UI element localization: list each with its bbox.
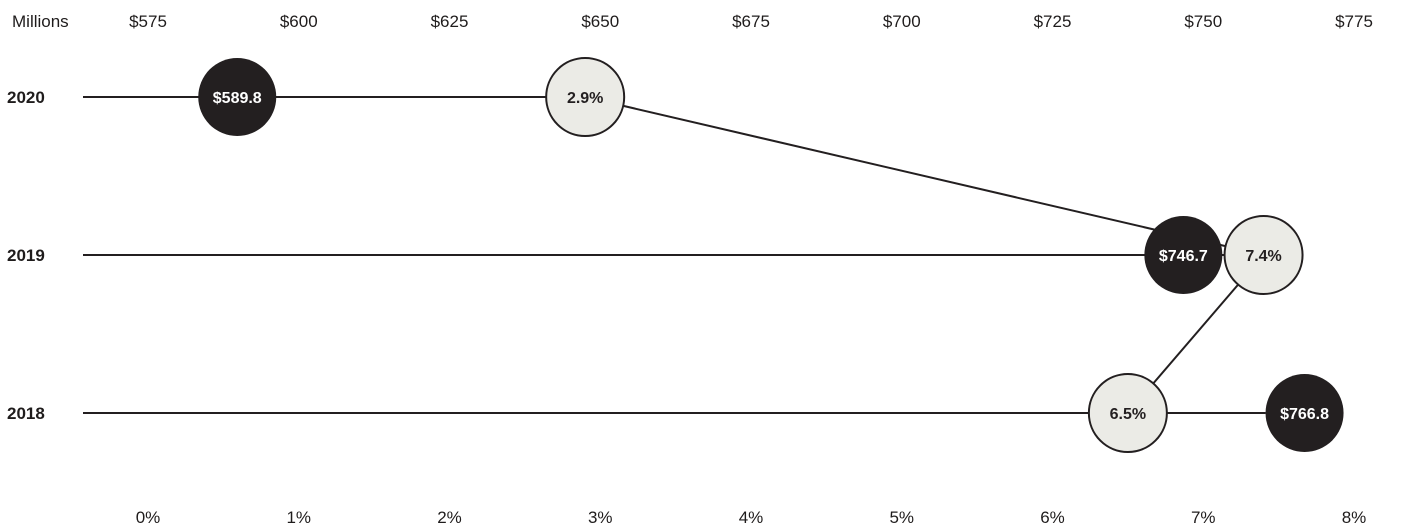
bottom-axis-tick-label: 7% xyxy=(1191,508,1216,527)
bottom-axis-tick-label: 0% xyxy=(136,508,161,527)
year-label: 2020 xyxy=(7,88,45,107)
percent-bubble-label: 2.9% xyxy=(567,90,603,107)
bottom-axis-tick-label: 1% xyxy=(286,508,311,527)
top-axis-tick-label: $650 xyxy=(581,12,619,31)
revenue-bubble-label: $746.7 xyxy=(1159,248,1208,265)
revenue-bubble xyxy=(198,58,277,136)
revenue-bubble-label: $589.8 xyxy=(213,90,262,107)
percent-bubble-label: 6.5% xyxy=(1110,406,1146,423)
year-label: 2018 xyxy=(7,404,45,423)
bottom-axis-tick-label: 2% xyxy=(437,508,462,527)
percent-bubble-label: 7.4% xyxy=(1245,248,1281,265)
bottom-axis: 0% 1% 2% 3% 4% 5% 6% 7% 8% xyxy=(136,508,1367,527)
row-lines xyxy=(83,96,1266,414)
top-axis-tick-label: $600 xyxy=(280,12,318,31)
revenue-bubble-label: $766.8 xyxy=(1280,406,1329,423)
revenue-bubble xyxy=(1144,216,1223,294)
top-axis-tick-label: $750 xyxy=(1184,12,1222,31)
top-axis-unit-label: Millions xyxy=(12,12,69,31)
year-label: 2019 xyxy=(7,246,45,265)
top-axis-tick-label: $675 xyxy=(732,12,770,31)
year-labels: 2020 2019 2018 xyxy=(7,88,45,423)
top-axis-tick-label: $575 xyxy=(129,12,167,31)
percent-bubble xyxy=(1223,215,1304,295)
top-axis: Millions $575 $600 $625 $650 $675 $700 $725 $750… xyxy=(12,12,1373,31)
percent-bubble xyxy=(1087,373,1168,453)
top-axis-tick-label: $775 xyxy=(1335,12,1373,31)
percent-connector-line xyxy=(584,96,1264,256)
top-axis-tick-label: $700 xyxy=(883,12,921,31)
top-axis-tick-label: $725 xyxy=(1034,12,1072,31)
bottom-axis-tick-label: 8% xyxy=(1342,508,1367,527)
bottom-axis-tick-label: 4% xyxy=(739,508,764,527)
percent-bubble xyxy=(545,57,626,137)
bottom-axis-tick-label: 3% xyxy=(588,508,613,527)
bottom-axis-tick-label: 6% xyxy=(1040,508,1065,527)
bubbles: $589.8 $746.7 $766.8 2.9% 7.4% 6.5% xyxy=(198,57,1344,453)
revenue-bubble xyxy=(1265,374,1344,452)
bottom-axis-tick-label: 5% xyxy=(889,508,914,527)
top-axis-tick-label: $625 xyxy=(431,12,469,31)
